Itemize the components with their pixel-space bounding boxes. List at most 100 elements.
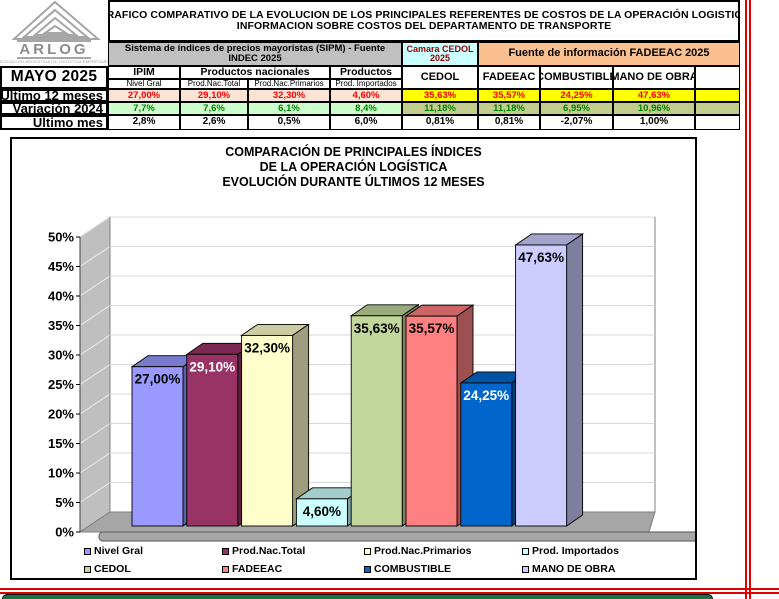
cell-last12-fadeeac: 35,57% (478, 89, 540, 102)
col-header-ipim-text: IPIM (133, 66, 155, 78)
col-header-cedol-text: CEDOL (420, 70, 460, 83)
subcol-prod-importados: Prod. Importados (330, 79, 402, 89)
page-break-horizontal-line-1 (0, 588, 779, 590)
cell-var2024-cedol: 11,18% (402, 102, 478, 115)
value: 29,10% (197, 89, 231, 101)
subcol-primarios-text: Prod.Nac.Primarios (254, 79, 324, 88)
subcol-total-text: Prod.Nac.Total (187, 79, 241, 88)
col-header-ipim: IPIM (108, 66, 180, 79)
y-tick-label: 10% (48, 466, 74, 481)
bar-value-label: 47,63% (518, 250, 564, 265)
bar-value-label: 27,00% (135, 372, 181, 387)
cell-var2024-primarios: 6,1% (248, 102, 330, 115)
cell-last12-nivel: 27,00% (108, 89, 180, 102)
value: 47,63% (637, 89, 671, 101)
y-tick-label: 15% (48, 436, 74, 451)
chart-title-line2: DE LA OPERACIÓN LOGÍSTICA (259, 160, 448, 174)
bar-value-label: 4,60% (303, 504, 341, 519)
report-title: GRAFICO COMPARATIVO DE LA EVOLUCION DE L… (108, 0, 740, 42)
value: 4,60% (352, 89, 380, 101)
chart-title: COMPARACIÓN DE PRINCIPALES ÍNDICES DE LA… (12, 145, 695, 190)
col-header-productos: Productos (330, 66, 402, 79)
value: 11,18% (424, 102, 456, 114)
cell-lastmonth-nivel: 2,8% (108, 115, 180, 130)
cell-last12-importados: 4,60% (330, 89, 402, 102)
subcol-nivel-text: Nivel Gral (126, 79, 162, 88)
cell-last12-total: 29,10% (180, 89, 248, 102)
cell-var2024-importados: 8,4% (330, 102, 402, 115)
subcol-importados-text: Prod. Importados (335, 79, 397, 88)
source-indec-line2: INDEC 2025 (228, 53, 282, 64)
value: 8,4% (355, 102, 377, 114)
source-cedol-header: Camara CEDOL 2025 (402, 42, 478, 66)
source-indec-header: Sistema de índices de precios mayoristas… (108, 42, 402, 66)
value: 35,57% (492, 89, 526, 101)
cell-var2024-mano-de-obra: 10,96% (613, 102, 695, 115)
y-tick-label: 35% (48, 318, 74, 333)
row-label-lastmonth: Ultimo mes (0, 115, 108, 130)
value: 6,0% (354, 116, 378, 128)
y-tick-label: 30% (48, 348, 74, 363)
period-label: MAYO 2025 (0, 66, 108, 89)
bar-mano-de-obra (514, 233, 585, 527)
cell-last12-cedol: 35,63% (402, 89, 478, 102)
logo-subtitle: ASOCIACION ARGENTINA DE LOGISTICA EMPRES… (0, 59, 108, 64)
chart-title-line1: COMPARACIÓN DE PRINCIPALES ÍNDICES (225, 145, 482, 159)
source-indec-line1: Sistema de índices de precios mayoristas… (124, 43, 386, 55)
chart-title-line3: EVOLUCIÓN DURANTE ÚLTIMOS 12 MESES (222, 175, 485, 189)
col-header-nacionales: Productos nacionales (180, 66, 330, 79)
bar-prod-nac-primarios (240, 323, 311, 527)
value: 2,8% (132, 116, 156, 128)
cell-var2024-total: 7,6% (180, 102, 248, 115)
arlog-pyramid-icon (11, 0, 101, 40)
source-fadeeac-header: Fuente de información FADEEAC 2025 (478, 42, 740, 66)
cell-var2024-spare (695, 102, 740, 115)
value: -2,07% (560, 116, 593, 128)
report-title-line2: INFORMACION SOBRE COSTOS DEL DEPARTAMENT… (236, 20, 612, 32)
y-tick-label: 5% (55, 495, 74, 510)
cell-lastmonth-primarios: 0,5% (248, 115, 330, 130)
subcol-nivel-gral: Nivel Gral (108, 79, 180, 89)
logo-brand: ARLOG (17, 40, 91, 59)
cell-last12-primarios: 32,30% (248, 89, 330, 102)
cell-lastmonth-cedol: 0,81% (402, 115, 478, 130)
y-tick-label: 25% (48, 377, 74, 392)
cell-lastmonth-fadeeac: 0,81% (478, 115, 540, 130)
bar-value-label: 24,25% (463, 388, 509, 403)
bar-prod-importados (294, 487, 365, 527)
value: 1,00% (639, 116, 669, 128)
value: 0,81% (425, 116, 455, 128)
bar-value-label: 29,10% (189, 359, 235, 374)
y-tick-label: 20% (48, 407, 74, 422)
y-tick-label: 45% (48, 259, 74, 274)
value: 11,18% (493, 102, 525, 114)
value: 7,7% (133, 102, 155, 114)
col-header-mano-de-obra-text: MANO DE OBRA (613, 70, 695, 83)
bottom-green-band (2, 594, 713, 599)
cell-lastmonth-importados: 6,0% (330, 115, 402, 130)
bar-value-label: 35,57% (409, 321, 455, 336)
subcol-prod-nac-total: Prod.Nac.Total (180, 79, 248, 89)
row-label-lastmonth-text: Ultimo mes (32, 115, 103, 130)
source-cedol-line1: Camara CEDOL (406, 43, 474, 54)
col-header-productos-text: Productos (340, 66, 392, 78)
col-header-combustible-text: COMBUSTIBLE (540, 70, 613, 83)
page-break-vertical-line-1 (745, 0, 747, 599)
value: 2,6% (202, 116, 226, 128)
col-header-fadeeac: FADEEAC (478, 66, 540, 89)
chart-plot-area: 0% 5% 10% 15% 20% 25% 30% 35% 40% 45% 50% 27,00% 29,… (48, 216, 695, 542)
report-title-line1: GRAFICO COMPARATIVO DE LA EVOLUCION DE L… (108, 8, 740, 21)
col-header-cedol: CEDOL (402, 66, 478, 89)
col-header-spare (695, 66, 740, 89)
comparison-chart: COMPARACIÓN DE PRINCIPALES ÍNDICES DE LA… (10, 137, 697, 580)
cell-var2024-combustible: 6,95% (540, 102, 613, 115)
y-tick-label: 50% (48, 230, 74, 245)
y-tick-label: 0% (55, 525, 74, 540)
value: 27,00% (127, 89, 161, 101)
row-label-last12-text: Ultimo 12 meses (0, 89, 103, 102)
subcol-prod-nac-primarios: Prod.Nac.Primarios (248, 79, 330, 89)
arlog-logo: ARLOG ASOCIACION ARGENTINA DE LOGISTICA … (0, 0, 108, 66)
value: 0,81% (494, 116, 524, 128)
source-cedol-line2: 2025 (429, 53, 451, 63)
